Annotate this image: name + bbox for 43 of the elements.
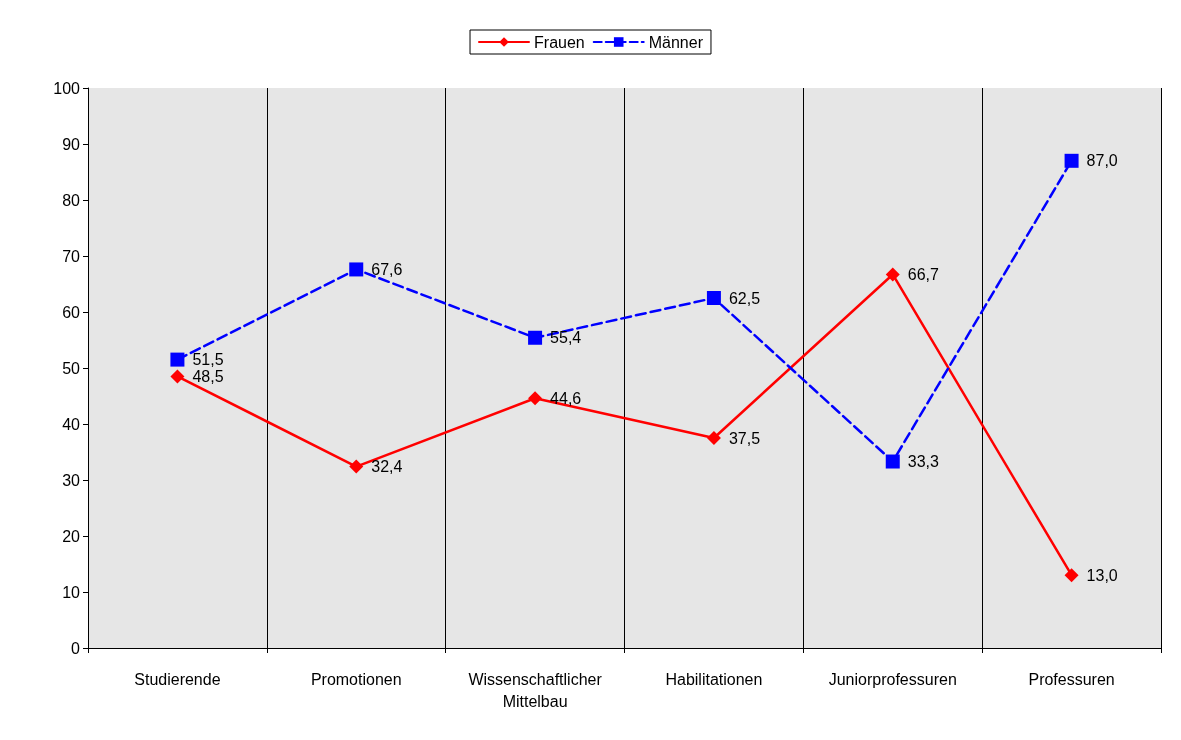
data-label: 55,4	[550, 329, 582, 347]
y-tick-label: 40	[62, 415, 81, 433]
x-tick-label: Studierende	[134, 670, 221, 688]
point	[885, 454, 900, 469]
point	[349, 459, 364, 474]
data-label: 37,5	[728, 429, 761, 447]
y-tick-label: 90	[62, 135, 81, 153]
data-label: 51,5	[192, 351, 224, 369]
x-tick-label: Professuren	[1028, 670, 1115, 688]
y-tick-label: 60	[62, 303, 81, 321]
y-tick-label: 50	[62, 359, 81, 377]
x-tick-label: Habilitationen	[665, 670, 763, 688]
x-tick-label: Wissenschaftlicher Mittelbau	[468, 670, 603, 710]
data-label: 48,5	[192, 367, 224, 385]
y-tick-label: 30	[62, 471, 81, 489]
point	[528, 330, 543, 345]
point	[528, 391, 543, 406]
point	[170, 369, 185, 384]
x-tick-label: Promotionen	[310, 670, 402, 688]
point	[706, 291, 721, 305]
point	[706, 431, 721, 445]
data-label: 44,6	[550, 389, 582, 407]
legend-label: Männer	[648, 33, 704, 51]
data-label: 87,0	[1086, 152, 1118, 170]
legend-label: Frauen	[534, 33, 585, 51]
point	[1064, 568, 1079, 583]
point	[885, 267, 900, 282]
y-tick-label: 80	[62, 191, 81, 209]
y-tick-label: 0	[71, 639, 81, 657]
data-label: 66,7	[907, 265, 939, 283]
x-tick-label: Juniorprofessuren	[828, 670, 957, 688]
y-tick-label: 10	[62, 583, 81, 601]
data-label: 13,0	[1086, 566, 1118, 584]
y-tick-label: 20	[62, 527, 81, 545]
data-label: 62,5	[728, 289, 761, 307]
point	[1064, 153, 1079, 168]
y-tick-label: 70	[62, 247, 81, 265]
data-label: 32,4	[371, 458, 403, 476]
point	[349, 262, 364, 277]
data-label: 33,3	[907, 453, 939, 471]
point	[170, 352, 185, 367]
y-tick-label: 100	[53, 79, 81, 97]
data-label: 67,6	[371, 260, 403, 278]
